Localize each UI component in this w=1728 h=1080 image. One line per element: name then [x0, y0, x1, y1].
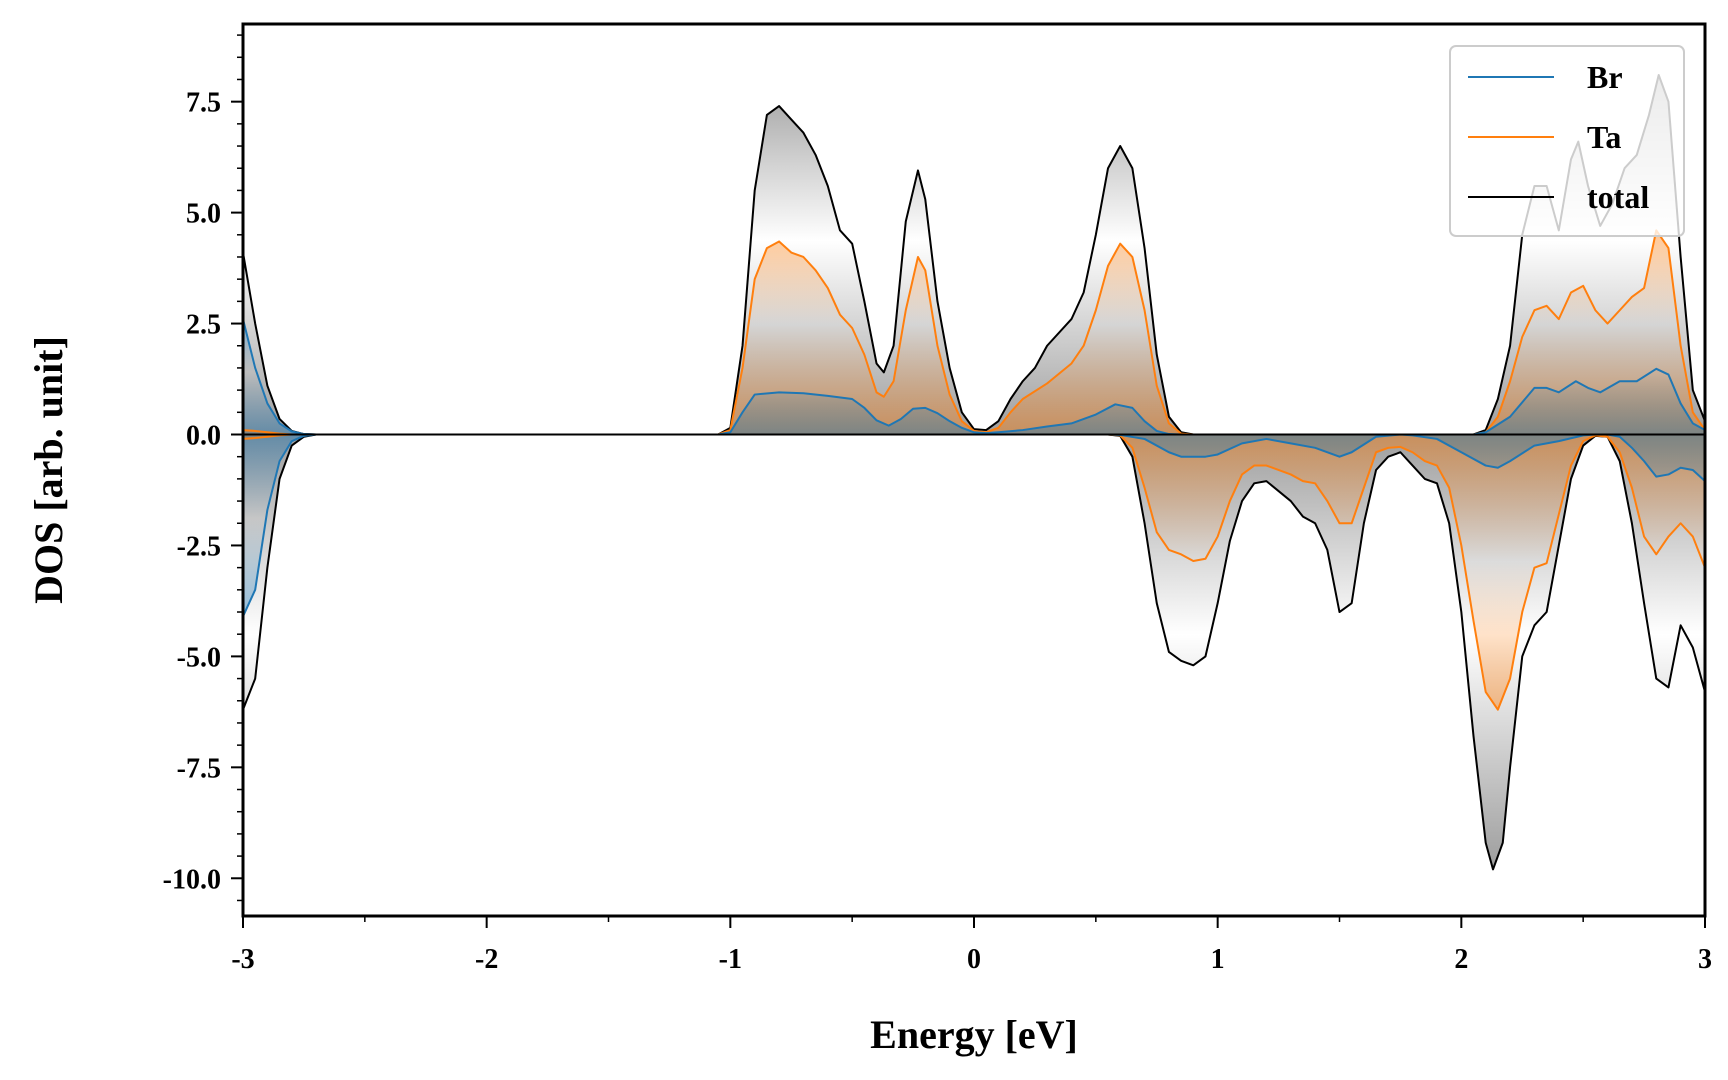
x-tick-label: 0: [967, 944, 981, 975]
legend-label-ta: Ta: [1587, 119, 1621, 155]
fill-ta-spin-down: [243, 434, 1705, 710]
x-tick-label: -1: [719, 944, 742, 975]
line-total-spin-down: [243, 433, 1705, 871]
line-ta-spin-down: [243, 433, 1705, 711]
legend: Br Ta total: [1449, 45, 1685, 237]
x-tick-label: 2: [1454, 944, 1468, 975]
x-axis: -3 -2 -1 0 1 2 3: [231, 916, 1712, 975]
y-tick-label: -10.0: [163, 864, 221, 895]
x-tick-label: 1: [1211, 944, 1225, 975]
y-tick-label: 5.0: [186, 199, 221, 230]
legend-label-total: total: [1587, 179, 1649, 215]
legend-label-br: Br: [1587, 59, 1623, 95]
y-tick-label: 7.5: [186, 88, 221, 119]
y-tick-label: 2.5: [186, 310, 221, 341]
y-tick-label: -5.0: [177, 642, 221, 673]
x-tick-label: -3: [231, 944, 254, 975]
y-axis-title: DOS [arb. unit]: [26, 336, 71, 604]
y-axis: -10.0 -7.5 -5.0 -2.5 0.0 2.5 5.0 7.5: [163, 34, 243, 902]
x-tick-label: -2: [475, 944, 498, 975]
line-ta-spin-up: [243, 229, 1705, 436]
dos-fills: [243, 75, 1705, 870]
y-tick-label: -2.5: [177, 531, 221, 562]
legend-box: [1449, 45, 1685, 237]
line-br-spin-up: [243, 318, 1705, 436]
fill-br-spin-up: [243, 319, 1705, 435]
y-tick-label: 0.0: [186, 420, 221, 451]
fill-ta-spin-up: [243, 230, 1705, 435]
x-axis-title: Energy [eV]: [870, 1012, 1078, 1057]
y-tick-label: -7.5: [177, 753, 221, 784]
fill-total-spin-down: [243, 434, 1705, 870]
x-tick-label: 3: [1698, 944, 1712, 975]
